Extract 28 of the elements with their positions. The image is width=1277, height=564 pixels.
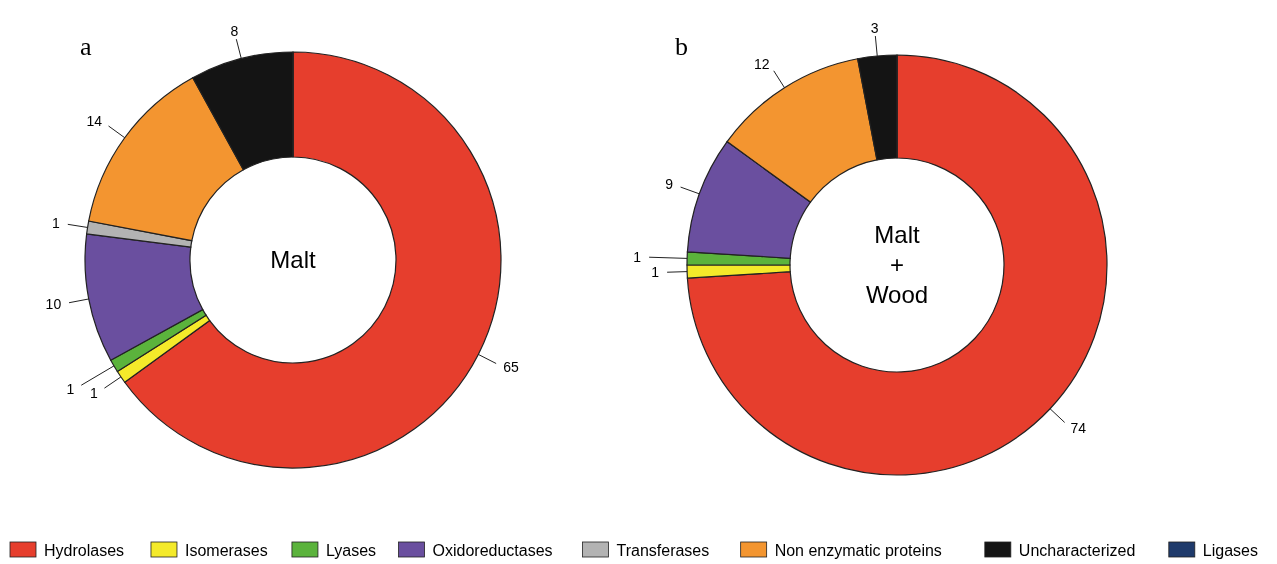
legend-label: Non enzymatic proteins bbox=[774, 541, 942, 559]
data-label: 3 bbox=[870, 19, 879, 36]
legend-label: Lyases bbox=[325, 541, 377, 559]
legend-label: Uncharacterized bbox=[1018, 541, 1136, 559]
text: Malt bbox=[270, 246, 316, 274]
legend-label: Transferases bbox=[616, 541, 710, 559]
legend-label: Ligases bbox=[1202, 541, 1258, 559]
data-label: 8 bbox=[230, 23, 239, 40]
donut-slice bbox=[686, 54, 1108, 476]
text: Wood bbox=[865, 281, 929, 309]
data-label: 1 bbox=[651, 264, 660, 281]
data-label: 14 bbox=[86, 113, 103, 130]
data-label: 9 bbox=[665, 176, 674, 193]
chart-title: b bbox=[675, 32, 688, 61]
data-label: 12 bbox=[753, 55, 770, 72]
legend-label: Hydrolases bbox=[44, 541, 125, 559]
text: Malt bbox=[874, 221, 920, 249]
chart-title: a bbox=[80, 32, 92, 61]
data-label: 1 bbox=[52, 214, 61, 231]
data-label: 65 bbox=[503, 359, 520, 376]
data-label: 1 bbox=[66, 381, 75, 398]
data-label: 10 bbox=[45, 296, 62, 313]
data-label: 1 bbox=[633, 248, 642, 265]
legend-label: Isomerases bbox=[184, 541, 268, 559]
text: + bbox=[889, 251, 905, 279]
data-label: 74 bbox=[1070, 419, 1087, 436]
data-label: 1 bbox=[90, 384, 99, 401]
legend-label: Oxidoreductases bbox=[432, 541, 553, 559]
